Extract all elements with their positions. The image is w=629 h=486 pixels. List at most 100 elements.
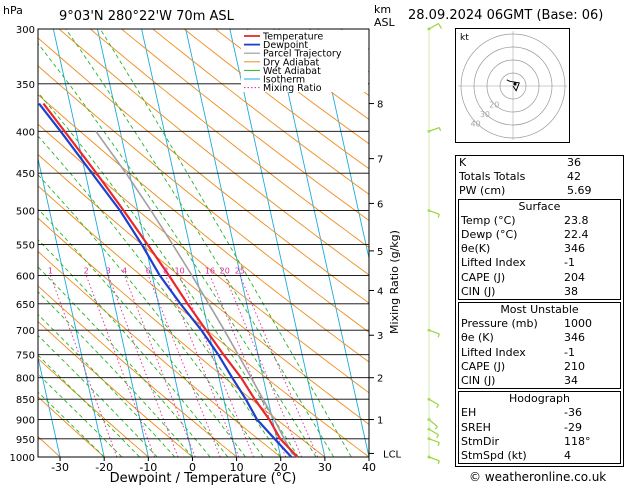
dry-adiabat-line bbox=[38, 153, 369, 426]
x-tick-label: 0 bbox=[189, 461, 196, 474]
x-tick-label: -30 bbox=[51, 461, 69, 474]
pressure-tick-label: 800 bbox=[16, 374, 35, 385]
km-tick-label: 5 bbox=[377, 247, 383, 258]
pressure-tick-label: 1000 bbox=[10, 453, 35, 464]
table-row: Pressure (mb) 1000 bbox=[459, 317, 620, 331]
table-row: Lifted Index -1 bbox=[459, 346, 620, 360]
isotherm-line bbox=[38, 355, 61, 457]
dry-adiabat-line bbox=[89, 29, 369, 248]
wind-barb-feather bbox=[437, 214, 440, 218]
km-tick-label: 8 bbox=[377, 100, 383, 111]
mixing-ratio-label: 25 bbox=[235, 266, 245, 275]
km-tick-label: 3 bbox=[377, 331, 383, 342]
row-value: 1000 bbox=[564, 317, 592, 331]
row-value: 42 bbox=[567, 170, 581, 184]
dry-adiabat-line bbox=[38, 123, 369, 394]
row-value: 36 bbox=[567, 156, 581, 169]
km-tick-label: 4 bbox=[377, 286, 383, 297]
legend-label: Mixing Ratio bbox=[263, 83, 322, 94]
row-label: Lifted Index bbox=[461, 256, 526, 270]
pressure-tick-label: 400 bbox=[16, 127, 35, 138]
x-tick-label: -20 bbox=[95, 461, 113, 474]
row-value: 118° bbox=[564, 434, 591, 448]
wind-barb-staff bbox=[428, 398, 439, 406]
dry-adiabat-line bbox=[38, 396, 105, 457]
row-label: CAPE (J) bbox=[461, 270, 506, 284]
row-value: 204 bbox=[564, 270, 585, 284]
wind-barb-staff bbox=[428, 329, 440, 335]
wind-barb-feather bbox=[438, 23, 443, 29]
row-label: K bbox=[459, 156, 467, 169]
dry-adiabat-line bbox=[38, 285, 237, 457]
wind-barb-feather bbox=[434, 426, 438, 430]
wind-barb-staff bbox=[428, 126, 440, 132]
row-label: StmSpd (kt) bbox=[461, 449, 527, 463]
row-value: 22.4 bbox=[564, 228, 589, 242]
mixing-ratio-line bbox=[107, 275, 179, 457]
pressure-tick-label: 850 bbox=[16, 395, 35, 406]
dry-adiabat-line bbox=[58, 29, 369, 276]
pressure-tick-label: 450 bbox=[16, 169, 35, 180]
row-label: SREH bbox=[461, 420, 491, 434]
table-row: Temp (°C) 23.8 bbox=[459, 214, 620, 228]
credit-label: © weatheronline.co.uk bbox=[469, 470, 607, 484]
wind-barb-staff bbox=[428, 22, 439, 30]
row-value: 346 bbox=[564, 242, 585, 256]
legend-label: Parcel Trajectory bbox=[263, 49, 342, 60]
legend-label: Wet Adiabat bbox=[263, 66, 321, 77]
height-unit-top: km bbox=[374, 3, 391, 16]
wind-barb-feather bbox=[436, 434, 440, 439]
most-unstable-title: Most Unstable bbox=[500, 303, 579, 317]
location-label: 9°03'N 280°22'W 70m ASL bbox=[59, 9, 235, 24]
mixing-ratio-label: 2 bbox=[84, 266, 89, 275]
table-row: EH -36 bbox=[459, 406, 620, 420]
mixing-ratio-label: 3 bbox=[106, 266, 111, 275]
wet-adiabat-line bbox=[38, 91, 299, 457]
mixing-ratio-label: 1 bbox=[48, 266, 53, 275]
isotherm-line bbox=[317, 29, 369, 261]
table-row: CIN (J) 34 bbox=[459, 374, 620, 388]
table-row: θe (K) 346 bbox=[459, 331, 620, 345]
hodograph-ring-label: 30 bbox=[480, 110, 490, 119]
wet-adiabat-line bbox=[38, 208, 246, 457]
hodograph-trace bbox=[506, 79, 520, 92]
dry-adiabat-line bbox=[38, 250, 281, 457]
mixing-ratio-line bbox=[165, 275, 240, 457]
row-label: Dewp (°C) bbox=[461, 228, 518, 242]
wind-barb-feather bbox=[436, 404, 440, 409]
wet-adiabat-line bbox=[38, 313, 176, 457]
mixing-ratio-line bbox=[49, 275, 118, 457]
wet-adiabat-line bbox=[38, 291, 193, 457]
row-value: -1 bbox=[564, 345, 575, 359]
row-value: 5.69 bbox=[567, 184, 592, 198]
table-row: K 36 bbox=[456, 156, 623, 170]
most-unstable-block: Most Unstable Pressure (mb) 1000 θe (K) 346… bbox=[458, 302, 621, 390]
hodograph-ring-label: 20 bbox=[489, 101, 499, 110]
dry-adiabat-line bbox=[38, 93, 369, 363]
hodograph-stats-block: Hodograph EH -36 SREH -29 StmDir 118° StmSpd (… bbox=[458, 391, 621, 465]
table-row: SREH -29 bbox=[459, 421, 620, 435]
x-tick-label: 40 bbox=[362, 461, 376, 474]
wind-barb-staff bbox=[428, 428, 439, 436]
indices-block: K 36 Totals Totals 42 PW (cm) 5.69 bbox=[456, 156, 623, 199]
table-row: θe(K) 346 bbox=[459, 242, 620, 256]
mixing-ratio-label: 6 bbox=[146, 266, 151, 275]
pressure-tick-label: 300 bbox=[16, 25, 35, 36]
mixing-ratio-label: 4 bbox=[122, 266, 127, 275]
pressure-tick-label: 550 bbox=[16, 240, 35, 251]
x-tick-label: 20 bbox=[274, 461, 288, 474]
pressure-tick-label: 350 bbox=[16, 80, 35, 91]
stability-panel: K 36 Totals Totals 42 PW (cm) 5.69 Surface Te… bbox=[455, 155, 624, 468]
wind-barb-staff bbox=[428, 419, 438, 428]
table-row: CIN (J) 38 bbox=[459, 285, 620, 299]
height-unit-bottom: ASL bbox=[374, 16, 396, 29]
x-tick-label: -10 bbox=[139, 461, 157, 474]
row-label: Pressure (mb) bbox=[461, 317, 538, 331]
dry-adiabat-line bbox=[120, 29, 369, 222]
temperature-line bbox=[42, 102, 299, 458]
dry-adiabat-line bbox=[38, 357, 149, 457]
isotherm-line bbox=[97, 29, 193, 457]
hodograph-unit-label: kt bbox=[460, 33, 469, 43]
